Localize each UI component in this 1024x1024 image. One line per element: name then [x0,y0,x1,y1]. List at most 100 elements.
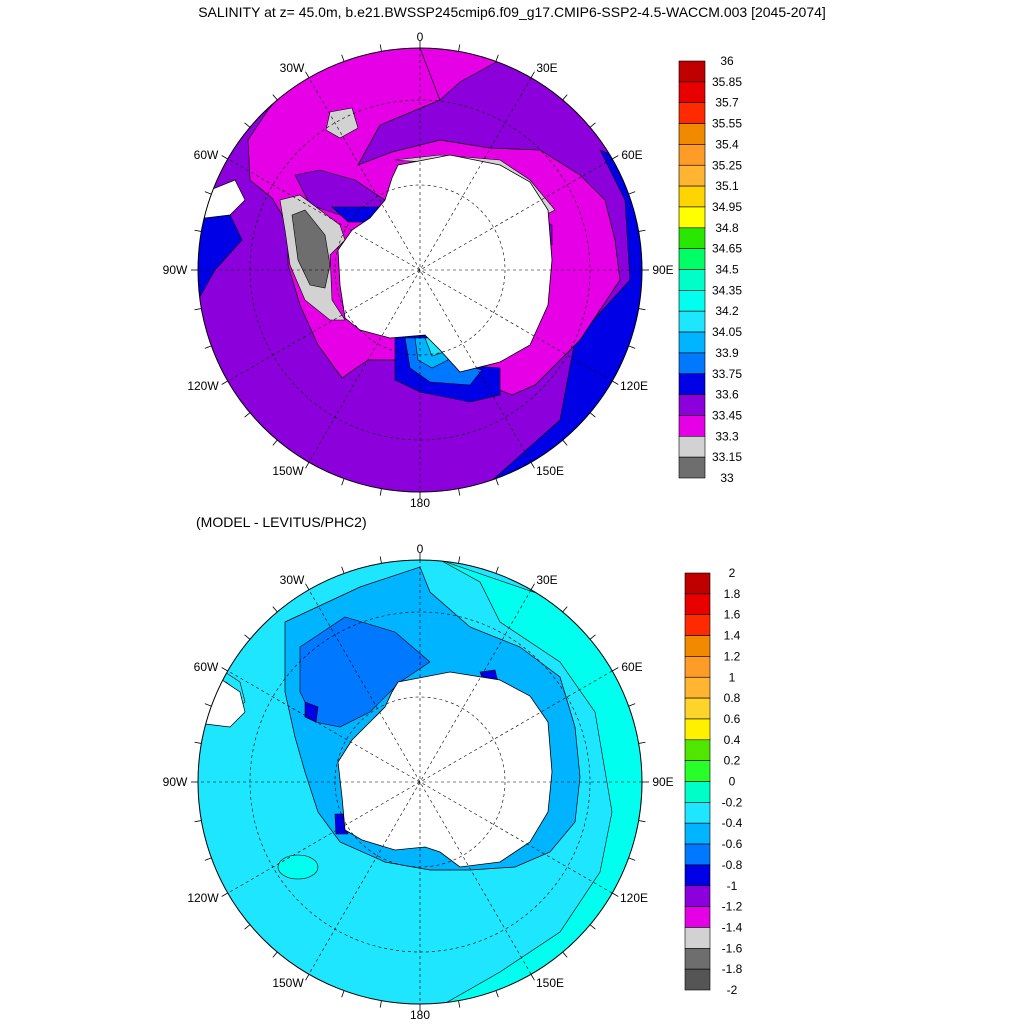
colorbar-swatch [678,81,706,103]
lon-label-150e: 150E [536,976,564,990]
border-tick [612,380,619,385]
figure-title: SALINITY at z= 45.0m, b.e21.BWSSP245cmip… [198,4,826,20]
colorbar-label: 35.85 [712,75,742,89]
colorbar-label: 33.3 [715,429,739,443]
colorbar-label: -1 [727,879,738,893]
colorbar-swatch [678,227,706,249]
border-tick [562,951,568,958]
colorbar-swatch [678,290,706,312]
border-tick [379,1000,382,1008]
lon-label-180: 180 [410,496,430,510]
difference-antarctica [337,671,553,868]
lon-label-90w: 90W [163,775,188,789]
colorbar-swatch [684,927,711,949]
border-tick [458,1000,461,1008]
border-tick [341,990,345,998]
border-tick [495,54,499,62]
lon-label-60e: 60E [621,660,642,674]
colorbar-label: -1.4 [722,920,743,934]
difference-colorbar: 2 1.8 1.6 1.4 1.2 1 0.8 0.6 0.4 0.2 0 -0.2 -0.4 -0.6 -… [684,566,743,997]
colorbar-swatch [678,352,706,375]
salinity-border-ticks [191,41,649,499]
colorbar-label: 33 [720,471,734,485]
border-tick [530,583,535,590]
border-tick [638,308,646,311]
colorbar-label: 1 [729,670,736,684]
colorbar-swatch [678,269,706,291]
lon-label-30e: 30E [536,573,557,587]
border-tick [244,412,251,418]
lon-label-90e: 90E [652,775,673,789]
border-tick [204,191,212,195]
salinity-gray-dark [291,209,331,289]
border-tick [562,94,568,101]
colorbar-label: 2 [729,566,736,580]
border-tick [495,566,499,574]
colorbar-swatch [678,415,706,437]
difference-map-panel: 0 30E 60E 90E 120E 150E 180 150W 120W 90… [163,542,743,1022]
border-tick [194,229,202,232]
border-tick [562,606,568,613]
colorbar-swatch [684,885,711,907]
lon-label-0: 0 [417,30,424,44]
border-tick [530,462,535,469]
salinity-graticule [198,48,642,492]
border-tick [458,44,461,52]
colorbar-label: 33.6 [715,388,739,402]
border-tick [221,380,228,385]
border-tick [221,155,228,160]
border-tick [341,478,345,486]
colorbar-label: 35.4 [715,137,739,151]
border-tick [194,820,202,823]
border-tick [305,974,310,981]
colorbar-swatch [684,802,711,824]
colorbar-swatch [678,456,706,479]
border-tick [244,634,251,640]
border-tick [638,741,646,744]
lon-label-180: 180 [410,1008,430,1022]
border-tick [204,345,212,349]
border-tick [341,54,345,62]
colorbar-label: 0.4 [724,733,741,747]
salinity-north-plume [419,48,501,101]
colorbar-swatch [678,164,706,187]
difference-west-blob [277,854,319,880]
difference-coastal-deep-blue [304,701,319,723]
colorbar-swatch [684,760,711,782]
lon-label-120e: 120E [620,891,648,905]
border-tick [530,71,535,78]
colorbar-label: 36 [720,54,734,68]
border-tick [204,857,212,861]
lon-label-120w: 120W [187,891,219,905]
lon-label-150w: 150W [272,976,304,990]
colorbar-swatch [684,843,711,866]
colorbar-label: -1.2 [722,900,743,914]
colorbar-label: 34.95 [712,200,742,214]
colorbar-label: 34.8 [715,221,739,235]
lon-label-60e: 60E [621,148,642,162]
border-tick [244,924,251,930]
colorbar-swatch [684,593,711,615]
colorbar-label: -0.4 [722,816,743,830]
colorbar-swatch [678,144,706,166]
border-tick [221,892,228,897]
difference-longitude-labels: 0 30E 60E 90E 120E 150E 180 150W 120W 90… [163,542,674,1022]
difference-field [198,560,642,1004]
colorbar-label: -1.8 [722,962,743,976]
border-tick [612,155,619,160]
salinity-antarctica [337,154,553,373]
colorbar-swatch [684,572,711,595]
border-tick [305,583,310,590]
colorbar-swatch [684,635,711,657]
colorbar-swatch [684,968,711,991]
lon-label-120e: 120E [620,379,648,393]
border-tick [379,556,382,564]
border-tick [612,667,619,672]
border-tick [204,703,212,707]
border-tick [221,667,228,672]
lon-label-30e: 30E [536,61,557,75]
colorbar-swatch [678,185,706,208]
colorbar-swatch [684,739,711,761]
colorbar-swatch [684,676,711,699]
colorbar-label: 0 [729,775,736,789]
